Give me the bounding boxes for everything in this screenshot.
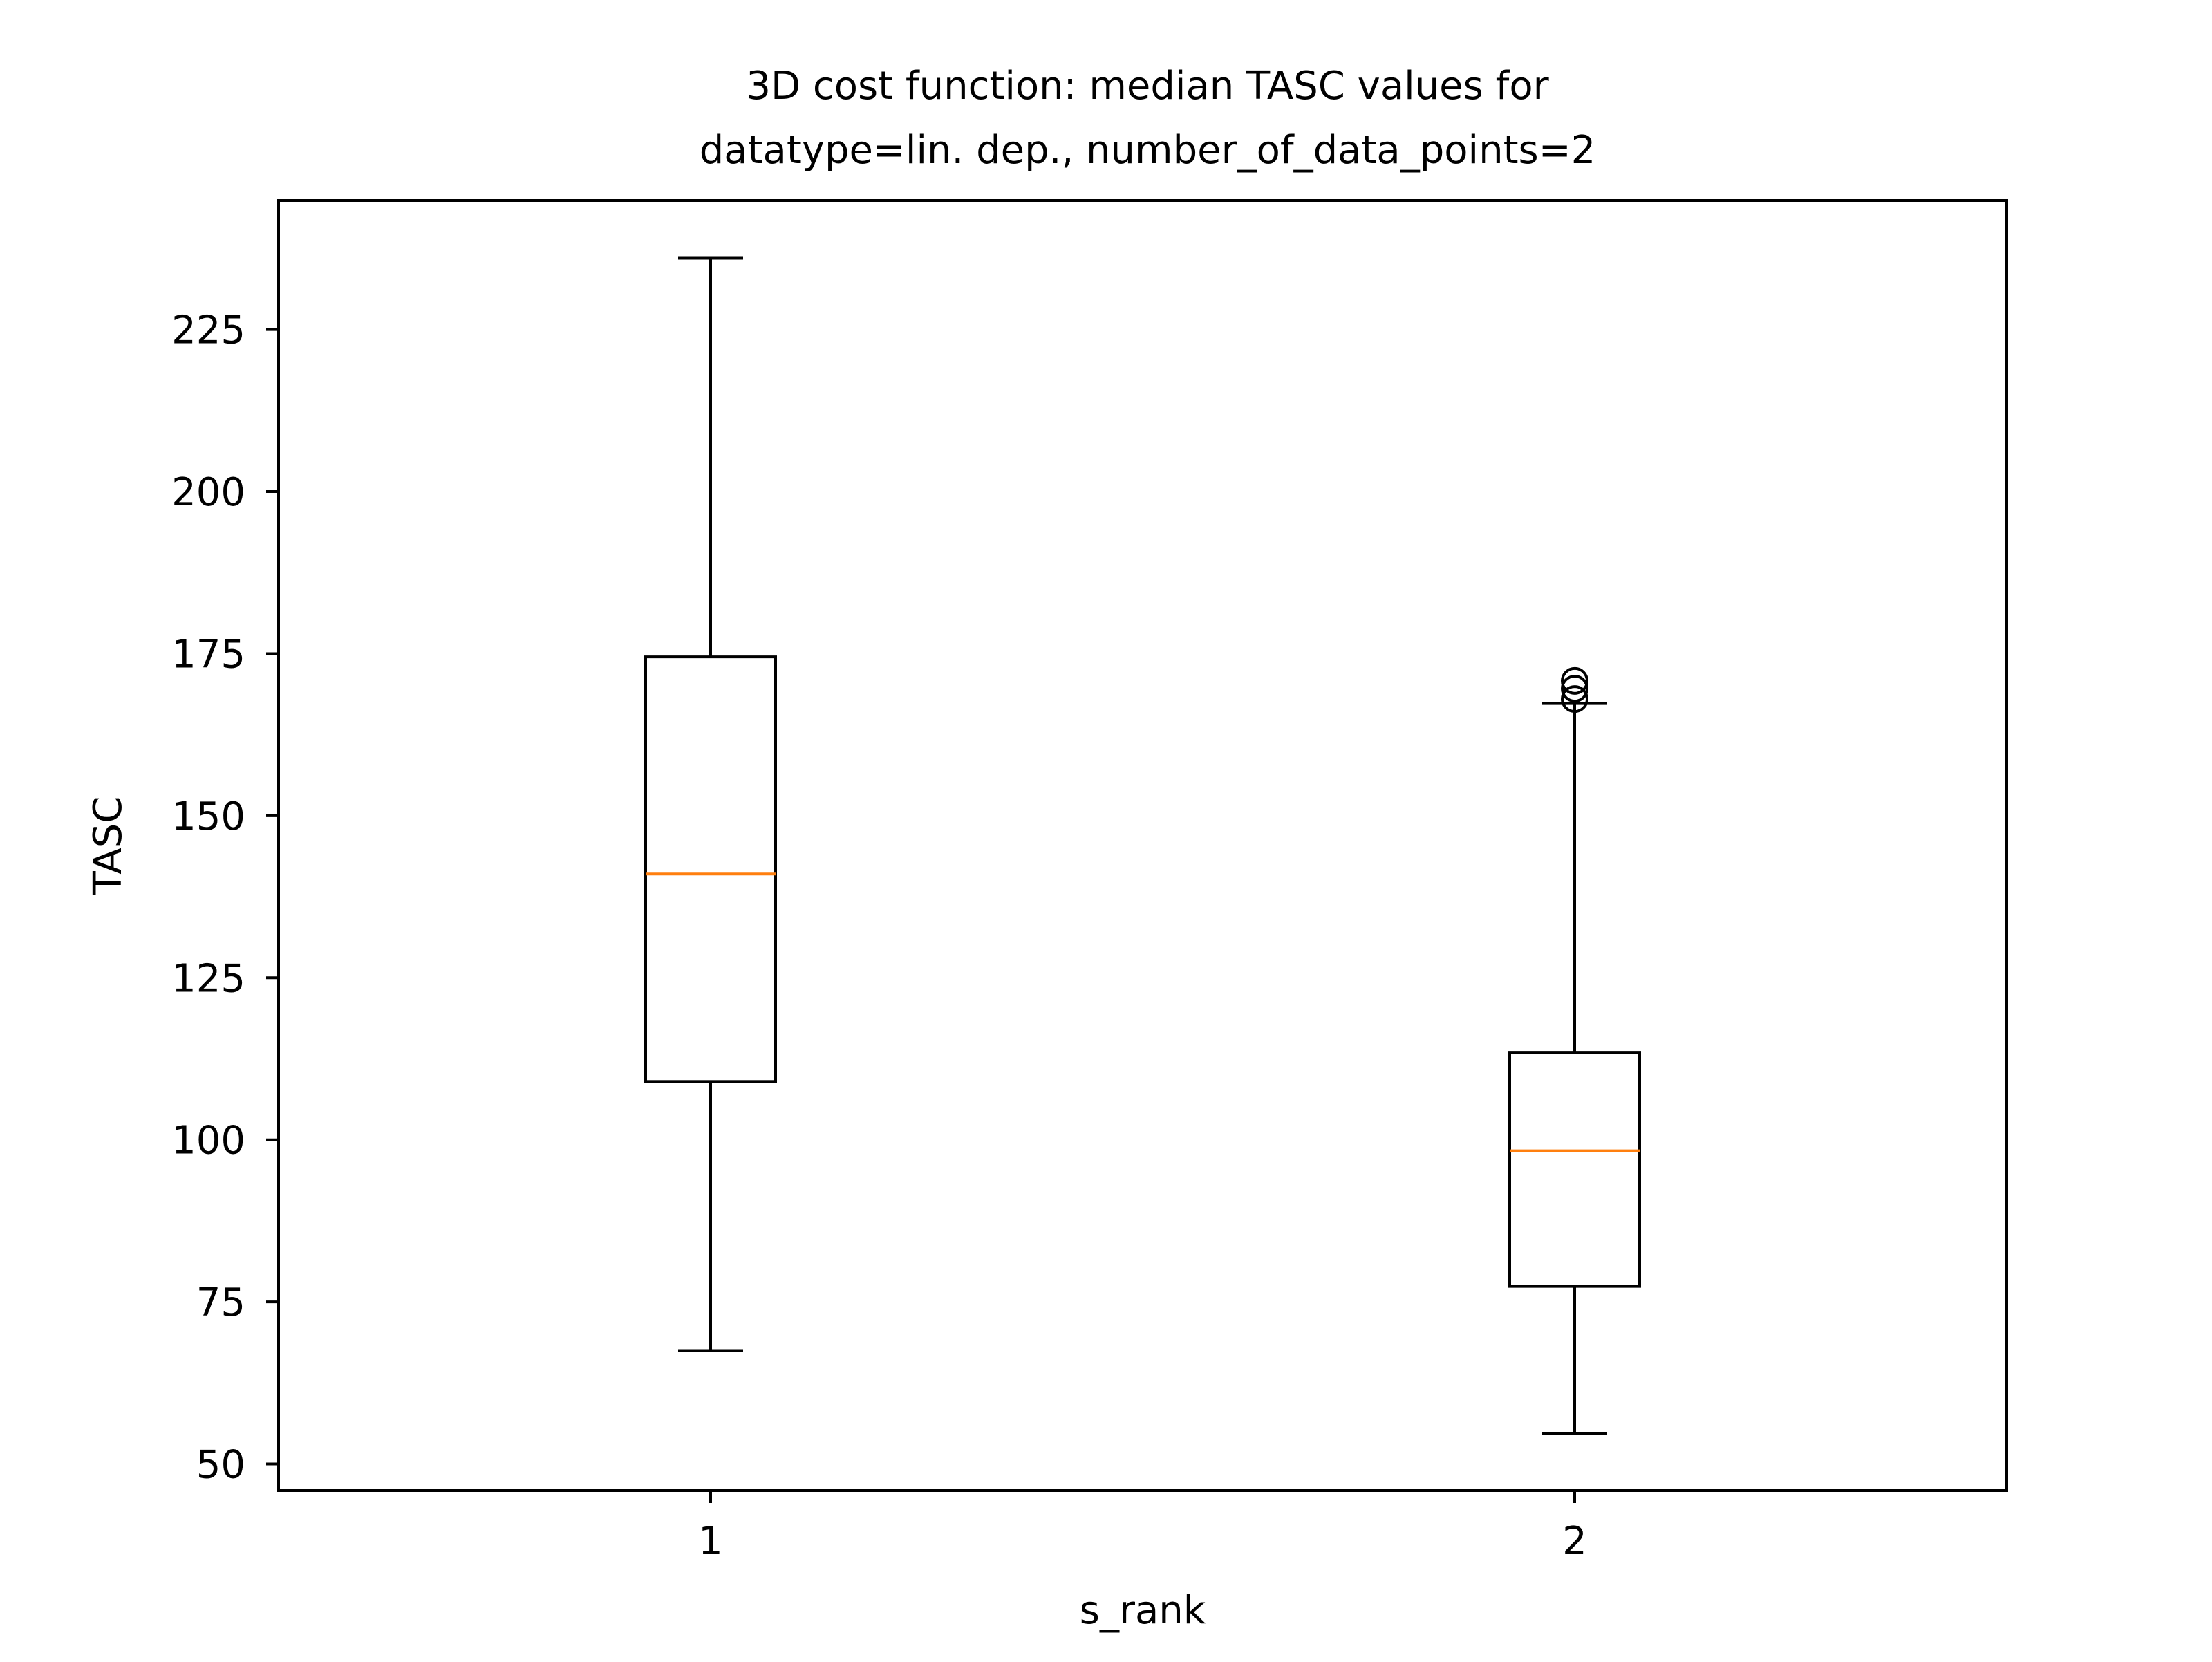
x-axis-label: s_rank — [1080, 1588, 1206, 1633]
y-axis-label: TASC — [86, 796, 131, 896]
outlier-point — [1561, 675, 1588, 703]
y-tick-label: 175 — [171, 632, 245, 677]
y-tick-label: 50 — [196, 1443, 245, 1488]
chart-title-line2: datatype=lin. dep., number_of_data_point… — [700, 128, 1596, 173]
iqr-box — [644, 655, 777, 1083]
plot-frame — [277, 199, 2008, 1492]
y-axis: 50 75 100 125 150 175 200 225 — [171, 308, 279, 1488]
iqr-box — [1508, 1051, 1641, 1288]
y-tick-label: 125 — [171, 956, 245, 1001]
plot-area — [644, 256, 1641, 1435]
y-tick-label: 200 — [171, 470, 245, 515]
y-tick-label: 150 — [171, 794, 245, 839]
y-tick-label: 100 — [171, 1119, 245, 1164]
chart-title-line1: 3D cost function: median TASC values for — [746, 64, 1549, 109]
x-tick-label: 2 — [1562, 1519, 1587, 1564]
y-tick-label: 225 — [171, 308, 245, 353]
outlier-point — [1561, 666, 1588, 695]
box-group-1 — [644, 256, 777, 1352]
y-tick-label: 75 — [196, 1280, 245, 1325]
x-tick-label: 1 — [698, 1519, 723, 1564]
box-group-2 — [1508, 666, 1641, 1435]
outlier-point — [1561, 685, 1588, 713]
